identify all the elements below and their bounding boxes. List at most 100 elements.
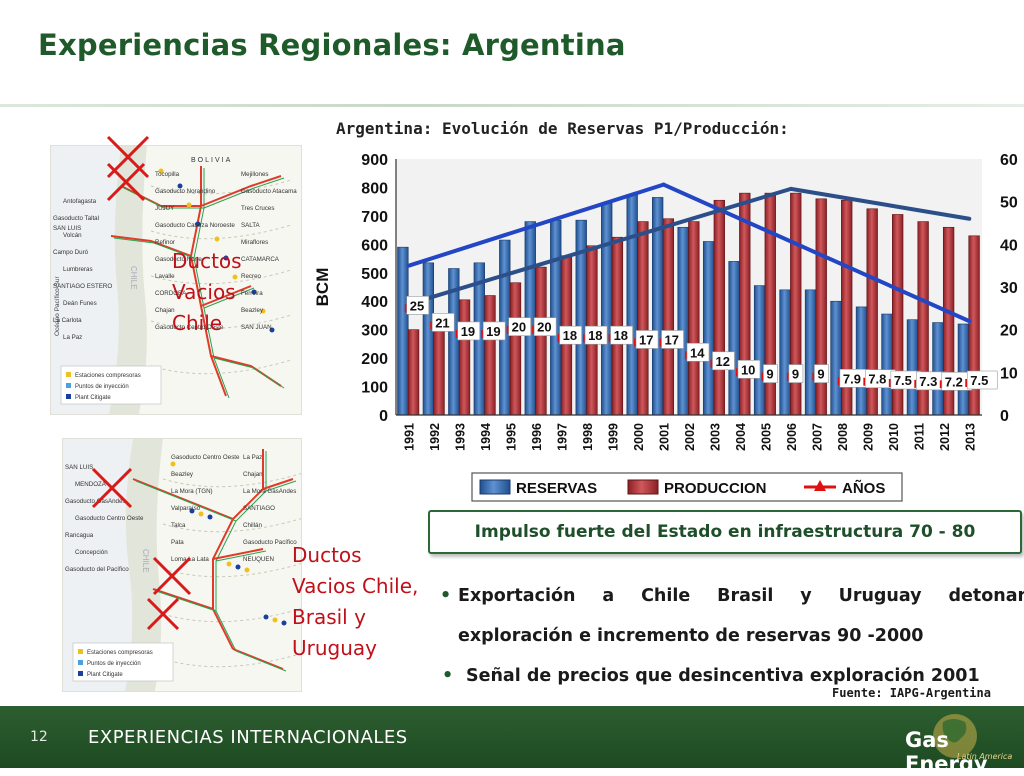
map-note-line: Vacios Chile, — [292, 574, 419, 598]
produccion-bar — [535, 266, 547, 416]
anos-data-label: 21 — [435, 315, 449, 330]
anos-data-label: 7.3 — [919, 374, 937, 389]
legend-label-reservas: RESERVAS — [516, 480, 597, 497]
pipeline-green — [213, 357, 285, 389]
slide-title: Experiencias Regionales: Argentina — [38, 28, 626, 62]
map-place-label: La Carlota — [53, 317, 82, 324]
pipeline-green — [215, 451, 267, 652]
footer-bar — [0, 706, 1024, 768]
pipeline-map-north: BOLIVIA Tocopilla Mejillones Antofagasta Gas… — [50, 145, 302, 415]
map-legend — [72, 642, 174, 682]
pipeline-green — [193, 168, 230, 399]
x-tick-label: 1998 — [581, 423, 595, 451]
x-tick-label: 2000 — [632, 423, 646, 451]
station-marker — [170, 461, 176, 467]
station-marker — [281, 620, 287, 626]
gas-energy-logo: Gas Energy Latin America — [895, 712, 1020, 776]
reservas-bar — [906, 319, 919, 416]
reservas-bar — [626, 194, 638, 416]
pipeline-green — [135, 480, 237, 522]
y2-tick-label: 0 — [1000, 408, 1009, 425]
anos-label-box — [686, 342, 710, 362]
station-marker — [158, 168, 164, 174]
anos-data-label: 20 — [537, 320, 551, 335]
x-tick-label: 2005 — [759, 423, 773, 451]
anos-label-box — [635, 330, 659, 349]
y-tick-label: 500 — [361, 266, 388, 283]
x-tick-label: 2007 — [810, 423, 824, 451]
anos-data-label: 17 — [665, 332, 679, 347]
y2-tick-label: 10 — [1000, 365, 1018, 382]
x-tick-label: 1993 — [454, 423, 468, 451]
station-marker — [235, 564, 241, 570]
x-tick-label: 2011 — [912, 423, 926, 450]
produccion-bar — [407, 329, 420, 416]
anos-label-box — [431, 313, 455, 332]
footer-section-label: EXPERIENCIAS INTERNACIONALES — [88, 727, 408, 748]
anos-label-box — [788, 364, 804, 383]
bullet-text-continued: exploración e incremento de reservas 90 … — [458, 626, 924, 646]
legend-label-anos: AÑOS — [842, 479, 885, 497]
map-place-label: Gasoducto Cabeza Noroeste — [155, 222, 235, 229]
station-marker — [232, 274, 238, 280]
map-place-label: Rancagua — [65, 532, 94, 539]
map-place-label: Gasoducto del Pacífico — [65, 566, 129, 573]
map-place-label: La Paz — [243, 454, 262, 461]
province-border — [150, 224, 292, 240]
chile-land — [109, 146, 147, 414]
produccion-bar — [662, 218, 675, 416]
produccion-bar — [458, 299, 471, 416]
map-place-label: Talca — [171, 522, 186, 529]
map-place-label: CORDOBA — [155, 290, 187, 297]
reservas-bar — [601, 202, 613, 416]
source-note: Fuente: IAPG-Argentina — [832, 686, 991, 700]
anos-label-box — [737, 360, 761, 379]
map-place-label: Chajan — [155, 307, 175, 314]
map-note-line: Chile — [172, 311, 223, 335]
map-place-label: Mejillones — [241, 171, 269, 178]
x-tick-label: 2012 — [938, 423, 952, 451]
map-place-label: Chillán — [243, 522, 262, 529]
reservas-bar — [422, 262, 435, 416]
y2-tick-label: 60 — [1000, 152, 1018, 169]
anos-label-box — [584, 325, 608, 345]
station-marker — [269, 327, 275, 333]
anos-data-label: 19 — [486, 324, 500, 339]
station-marker — [244, 567, 250, 573]
x-tick-label: 2013 — [963, 423, 977, 451]
reservas-bar — [881, 313, 893, 416]
map-place-label: CHILE — [141, 549, 150, 573]
y2-tick-label: 30 — [1000, 280, 1018, 297]
x-tick-label: 1997 — [556, 423, 570, 451]
produccion-bar — [484, 295, 496, 416]
chart-title: Argentina: Evolución de Reservas P1/Prod… — [336, 119, 789, 138]
bullet-dot: • — [440, 586, 452, 606]
x-tick-label: 2010 — [887, 423, 901, 451]
anos-label-box — [508, 317, 531, 336]
x-tick-label: 1992 — [428, 423, 442, 451]
map-legend-label: Plant Citigate — [75, 395, 111, 401]
map-place-label: Tocopilla — [155, 171, 180, 178]
anos-label-box — [559, 325, 582, 345]
anos-data-label: 9 — [817, 367, 824, 382]
map-legend-label: Puntos de inyección — [75, 384, 129, 390]
province-border — [162, 518, 301, 533]
pipeline-red — [110, 235, 192, 257]
map-legend-swatch — [78, 671, 83, 676]
anos-label-box — [966, 370, 998, 390]
map-place-label: SAN LUIS — [65, 464, 93, 471]
produccion-bar — [637, 221, 649, 416]
map-note-line: Vacios — [172, 280, 236, 304]
produccion-bar — [739, 192, 751, 416]
map-legend — [60, 365, 162, 405]
station-marker — [186, 202, 192, 208]
anos-data-label: 17 — [639, 332, 653, 347]
map-place-label: Ferreira — [241, 290, 263, 297]
bullet-dot: • — [442, 666, 454, 686]
globe-icon — [933, 714, 977, 758]
pipeline-green — [215, 550, 267, 562]
pipeline-green — [203, 177, 285, 209]
y-tick-label: 900 — [361, 152, 388, 169]
station-marker — [214, 236, 220, 242]
